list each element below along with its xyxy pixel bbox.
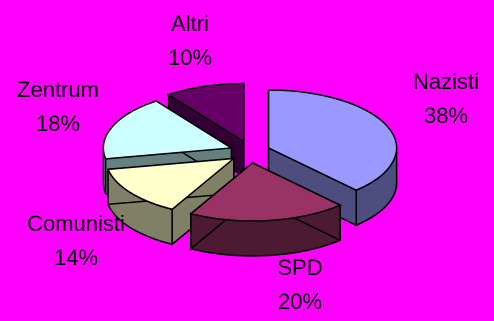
slice-top-zentrum [102, 100, 234, 160]
slice-top-nazisti [267, 89, 398, 192]
slice-label-comunisti: Comunisti 14% [27, 210, 125, 272]
slice-value-nazisti: 38% [423, 103, 469, 128]
slice-top-altri [166, 82, 245, 143]
slice-label-spd: SPD 20% [277, 254, 322, 316]
slice-value-spd: 20% [277, 289, 323, 314]
slice-name-nazisti: Nazisti [412, 69, 480, 94]
slice-top-comunisti [106, 157, 237, 211]
slice-label-altri: Altri 10% [168, 10, 212, 72]
slice-name-comunisti: Comunisti [27, 211, 125, 236]
slice-name-zentrum: Zentrum [17, 77, 99, 102]
slice-comunisti [106, 156, 237, 246]
slice-name-altri: Altri [171, 11, 209, 36]
slice-top-spd [189, 162, 342, 222]
slice-value-altri: 10% [167, 45, 213, 70]
slice-layer [102, 82, 398, 257]
slice-label-nazisti: Nazisti 38% [413, 68, 479, 130]
slice-value-comunisti: 14% [53, 245, 99, 270]
slice-spd [189, 161, 342, 257]
slice-label-zentrum: Zentrum 18% [17, 76, 99, 138]
slice-value-zentrum: 18% [35, 111, 81, 136]
slice-name-spd: SPD [277, 255, 323, 280]
